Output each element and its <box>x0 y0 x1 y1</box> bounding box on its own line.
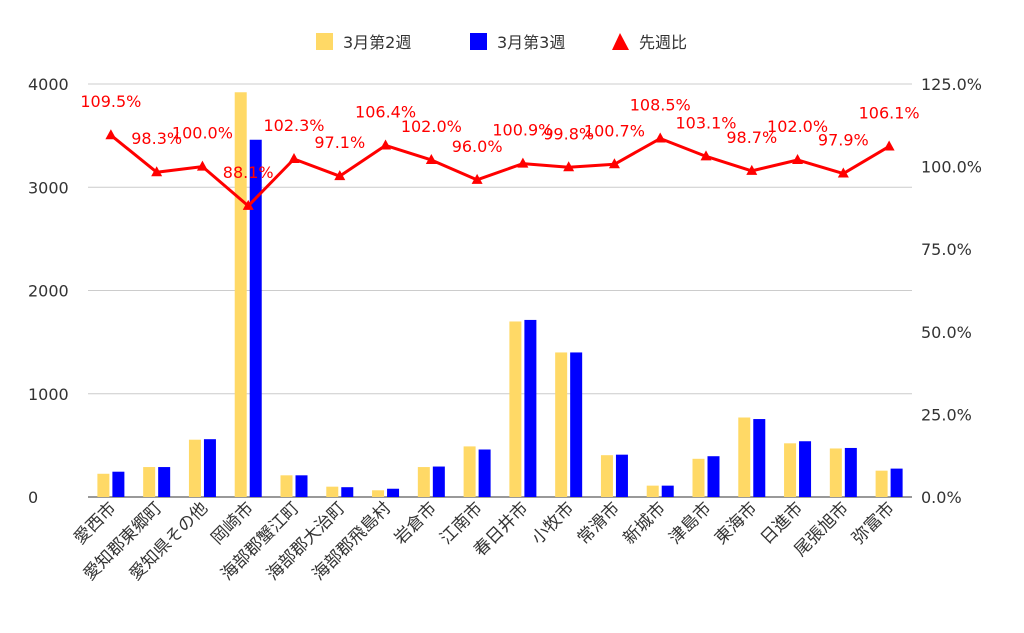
left-axis-tick-label: 0 <box>28 488 38 507</box>
bar <box>570 352 583 497</box>
bar <box>646 485 659 497</box>
data-label: 103.1% <box>675 113 736 132</box>
category-label: 岩倉市 <box>391 498 441 548</box>
data-label: 100.9% <box>492 121 553 140</box>
legend-swatch <box>612 33 629 50</box>
legend-label: 3月第3週 <box>497 33 565 52</box>
data-label: 97.1% <box>314 133 365 152</box>
bar <box>524 319 537 497</box>
line-point-marker <box>196 160 208 171</box>
data-label: 102.3% <box>263 116 324 135</box>
line-point-marker <box>746 164 758 175</box>
bar <box>203 439 216 497</box>
right-axis-tick-label: 75.0% <box>921 240 972 259</box>
bar <box>555 352 568 497</box>
bar <box>326 486 339 497</box>
legend-label: 先週比 <box>639 33 687 52</box>
data-label: 109.5% <box>80 92 141 111</box>
data-label: 106.4% <box>355 102 416 121</box>
left-axis-tick-label: 2000 <box>28 282 69 301</box>
bar <box>509 321 522 497</box>
category-label: 東海市 <box>711 498 761 548</box>
category-label: 新城市 <box>620 498 670 548</box>
line-point-marker <box>425 153 437 164</box>
bar <box>341 487 354 497</box>
line-point-marker <box>700 150 712 161</box>
bar <box>600 455 613 497</box>
legend-swatch <box>470 33 487 50</box>
bar <box>844 447 857 497</box>
data-label: 100.0% <box>172 124 233 143</box>
bar <box>692 458 705 497</box>
right-axis-tick-label: 25.0% <box>921 405 972 424</box>
data-label: 108.5% <box>630 96 691 115</box>
line-point-marker <box>792 153 804 164</box>
line-point-marker <box>517 157 529 168</box>
bar <box>280 475 293 497</box>
bar <box>372 490 385 497</box>
line-point-marker <box>334 170 346 181</box>
bar <box>432 466 445 497</box>
bar <box>784 443 797 497</box>
data-label: 106.1% <box>859 103 920 122</box>
bar <box>249 139 262 497</box>
legend-label: 3月第2週 <box>343 33 411 52</box>
data-label: 102.0% <box>401 117 462 136</box>
data-label: 100.7% <box>584 121 645 140</box>
line-point-marker <box>883 140 895 151</box>
line-point-marker <box>288 153 300 164</box>
data-label: 99.8% <box>543 124 594 143</box>
bar <box>478 449 491 497</box>
bar <box>615 454 628 497</box>
data-label: 102.0% <box>767 117 828 136</box>
data-label: 98.7% <box>726 128 777 147</box>
bar <box>112 471 125 497</box>
line-point-marker <box>471 173 483 184</box>
bar <box>188 439 201 497</box>
line-point-marker <box>837 167 849 178</box>
bar <box>753 419 766 497</box>
right-axis-tick-label: 125.0% <box>921 75 982 94</box>
line-point-marker <box>654 132 666 143</box>
legend-swatch <box>316 33 333 50</box>
data-label: 98.3% <box>131 129 182 148</box>
line-point-marker <box>242 199 254 210</box>
bar <box>417 467 430 497</box>
data-label: 96.0% <box>452 137 503 156</box>
right-axis-tick-label: 50.0% <box>921 323 972 342</box>
bar <box>97 473 110 497</box>
category-label: 常滑市 <box>574 498 624 548</box>
left-axis-tick-label: 1000 <box>28 385 69 404</box>
line-point-marker <box>608 158 620 169</box>
bar <box>387 488 400 497</box>
right-axis-tick-label: 100.0% <box>921 158 982 177</box>
bar <box>738 417 751 497</box>
bar <box>158 467 171 497</box>
bar <box>295 475 308 497</box>
category-label: 小牧市 <box>528 498 578 548</box>
bar <box>707 456 720 497</box>
bar <box>463 446 476 497</box>
line-point-marker <box>105 129 117 140</box>
data-label: 88.1% <box>223 163 274 182</box>
bar <box>875 470 888 497</box>
bar <box>143 467 156 497</box>
category-label: 津島市 <box>665 498 715 548</box>
line-series <box>109 134 890 208</box>
data-label: 97.9% <box>818 131 869 150</box>
bar <box>234 92 247 497</box>
bar <box>890 468 903 497</box>
bar <box>799 441 812 497</box>
line-point-marker <box>151 166 163 177</box>
left-axis-tick-label: 4000 <box>28 75 69 94</box>
left-axis-tick-label: 3000 <box>28 178 69 197</box>
right-axis-tick-label: 0.0% <box>921 488 962 507</box>
bar <box>661 485 674 497</box>
line-point-marker <box>563 161 575 172</box>
category-label: 弥富市 <box>848 498 898 548</box>
bar <box>829 448 842 497</box>
line-point-marker <box>380 139 392 150</box>
